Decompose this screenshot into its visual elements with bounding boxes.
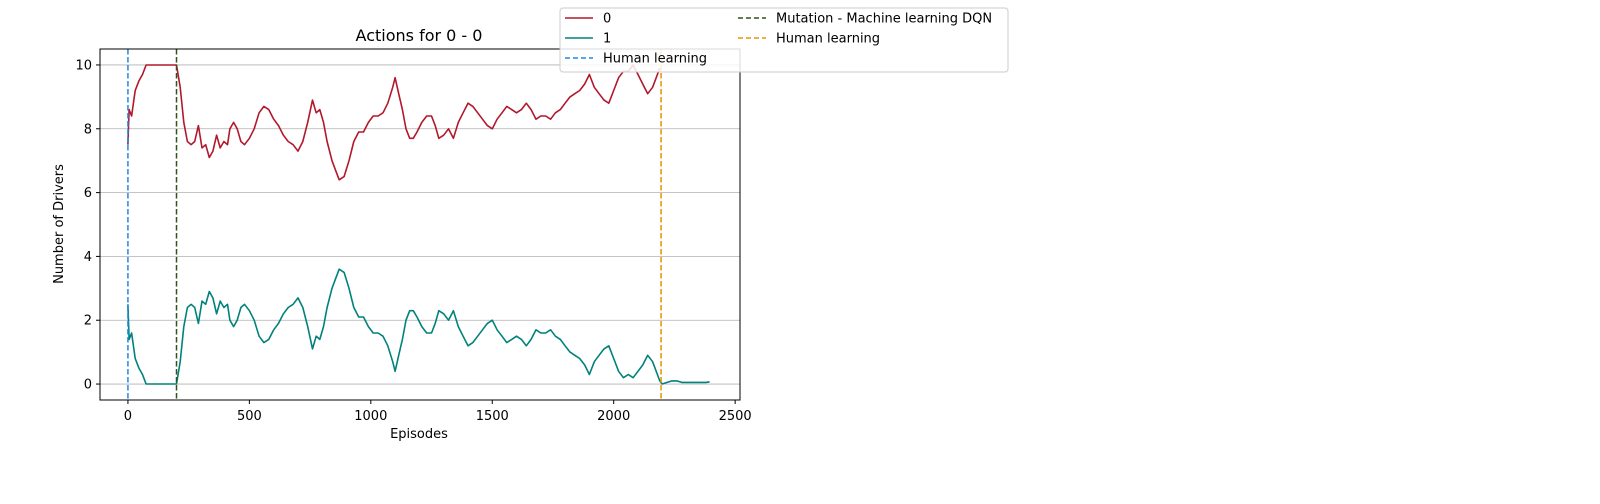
x-axis-label: Episodes: [390, 427, 448, 442]
y-tick-label: 2: [84, 314, 92, 329]
legend-label: Mutation - Machine learning DQN: [776, 12, 992, 27]
y-tick-label: 4: [84, 250, 92, 265]
chart-title: Actions for 0 - 0: [356, 26, 483, 45]
y-axis-label: Number of Drivers: [52, 164, 67, 284]
x-tick-label: 1500: [476, 409, 509, 424]
legend-label: 1: [603, 32, 611, 47]
legend-label: Human learning: [776, 32, 880, 47]
x-tick-label: 0: [124, 409, 132, 424]
x-tick-label: 2000: [597, 409, 630, 424]
series-line-0: [127, 64, 661, 181]
series-line-1: [127, 268, 710, 385]
y-tick-label: 0: [84, 378, 92, 393]
plot-frame: [99, 48, 741, 401]
x-tick-label: 500: [237, 409, 262, 424]
legend: 0 Mutation - Machine learning DQN 1 Human l…: [559, 7, 1009, 73]
gridlines: [100, 64, 740, 385]
x-tick-label: 2500: [719, 409, 752, 424]
y-tick-label: 10: [75, 58, 92, 73]
legend-label: Human learning: [603, 52, 707, 67]
y-tick-label: 8: [84, 122, 92, 137]
legend-box: [559, 7, 1009, 73]
axes: 0 2 4 6 8 10 0 500 1000 1500 2000 2500: [75, 58, 751, 424]
legend-label: 0: [603, 12, 611, 27]
y-tick-label: 6: [84, 186, 92, 201]
plot-area: [127, 49, 710, 400]
x-tick-label: 1000: [354, 409, 387, 424]
